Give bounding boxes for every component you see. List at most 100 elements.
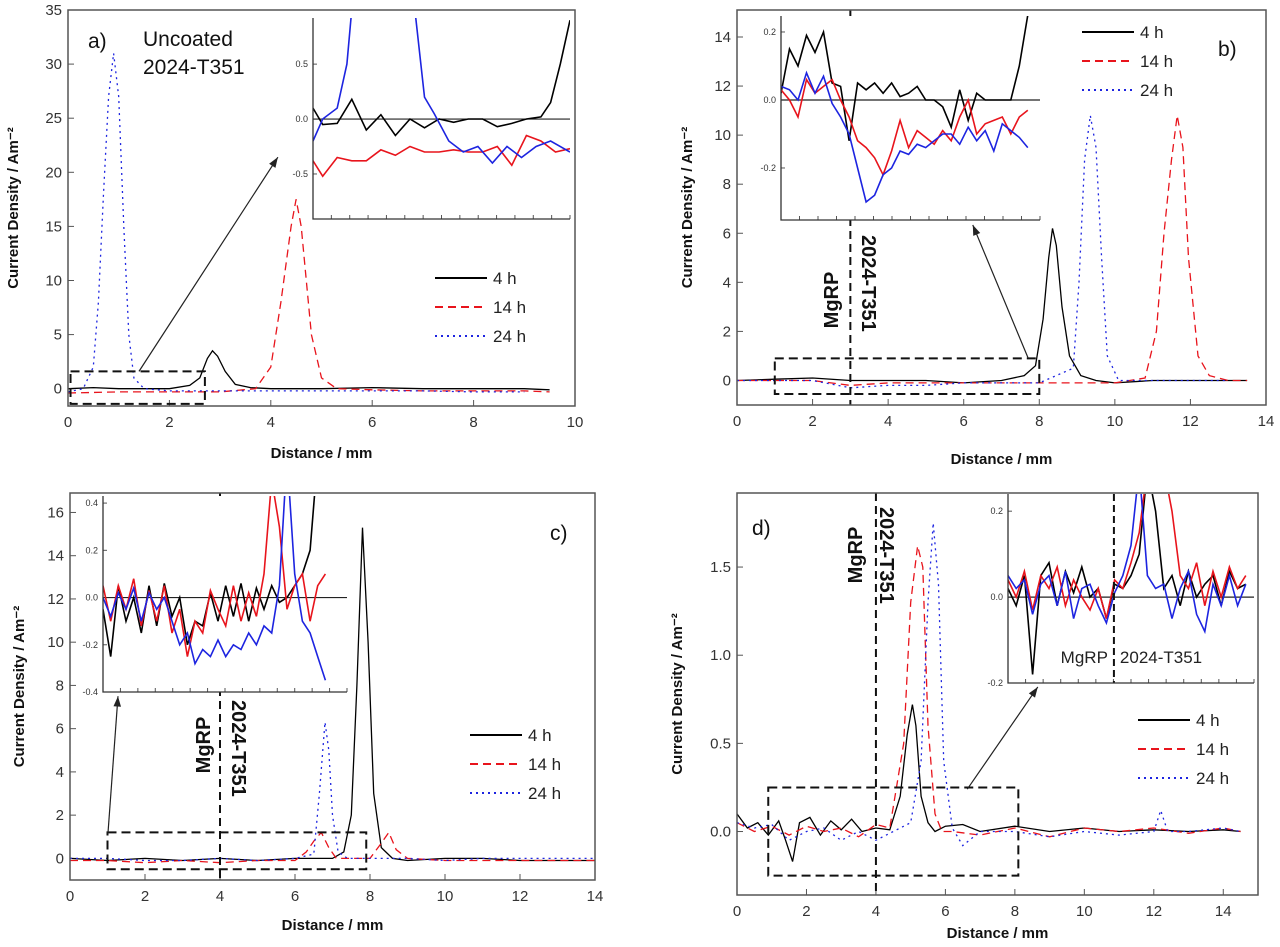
zoom-arrow [972,224,1029,358]
inset-y-tick-label: -0.2 [760,163,776,173]
x-tick-label: 6 [960,413,968,430]
y-tick-label: 35 [45,2,62,19]
x-tick-label: 2 [802,903,810,920]
y-axis-label: Current Density / Am⁻² [5,127,22,289]
series-line-14h [737,545,1241,838]
y-tick-label: 0.5 [710,735,731,752]
y-tick-label: 12 [714,78,731,95]
inset-y-tick-label: -0.5 [292,169,308,179]
legend-label: 24 h [1140,81,1173,100]
legend-label: 4 h [1140,23,1164,42]
legend-label: 14 h [1140,52,1173,71]
inset: -0.5 0.0 0.5 [292,18,571,220]
x-tick-label: 12 [512,888,529,905]
y-tick-label: 1.0 [710,647,731,664]
y-tick-label: 2 [723,323,731,340]
legend: 4 h 14 h 24 h [470,726,561,803]
mgrp-label: MgRP [193,717,215,774]
series-line-24h [781,70,1029,204]
inset-background [781,16,1040,220]
panel-a: 0 2 4 6 8 10 0 5 10 15 20 25 30 35 Distance / mm Curren… [5,2,583,462]
series-line-24h [68,53,525,393]
panel-label: d) [752,517,771,540]
x-tick-label: 8 [1011,903,1019,920]
series-group [70,527,595,864]
legend-label: 24 h [493,327,526,346]
x-tick-label: 2 [808,413,816,430]
series-line-14h [1008,494,1247,619]
series-line-14h [781,77,1029,177]
y-tick-label: 25 [45,110,62,127]
plot-frame [736,492,1259,896]
inset-y-tick-label: 0.2 [763,27,776,37]
x-axis-label: Distance / mm [951,451,1053,468]
x-tick-label: 14 [587,888,604,905]
series-line-14h [737,115,1248,387]
x-tick-label: 10 [567,414,584,431]
x-tick-label: 10 [1107,413,1124,430]
x-tick-label: 8 [469,414,477,431]
series-line-24h [103,496,327,681]
inset-axes [780,16,1040,221]
inset-y-tick-label: 0.0 [763,95,776,105]
y-tick-label: 0 [56,850,64,867]
y-axis-label: Current Density / Am⁻² [679,127,696,289]
inset-series-group [781,16,1040,204]
y-axis-label: Current Density / Am⁻² [669,613,686,775]
inset-y-tick-label: 0.2 [990,506,1003,516]
inset-y-tick-label: -0.2 [987,678,1003,688]
series-group [68,53,550,394]
zoom-box [106,831,368,871]
inset-axes [1007,494,1254,684]
y-tick-label: 16 [47,504,64,521]
zoom-box [773,357,1041,395]
x-tick-label: 4 [267,414,275,431]
inset-series-group [1008,494,1254,675]
plot-frame [67,9,576,407]
y-tick-label: 10 [45,272,62,289]
series-line-4h [781,16,1029,141]
inset-y-tick-label: 0.0 [85,593,98,603]
inset-y-tick-label: 0.2 [85,545,98,555]
x-axis-label: Distance / mm [282,917,384,934]
x-tick-label: 4 [872,903,880,920]
panel-b: 0 2 4 6 8 10 12 14 0 2 4 6 8 10 12 14 Distance / mm Curre… [679,9,1274,468]
y-tick-label: 10 [47,634,64,651]
inset-background [103,496,347,692]
y-tick-label: 14 [47,548,64,565]
inset-y-tick-label: -0.4 [82,687,98,697]
inset-y-tick-label: 0.0 [295,114,308,124]
y-tick-label: 0 [54,381,62,398]
x-tick-label: 0 [733,413,741,430]
inset-y-tick-label: 0.4 [85,498,98,508]
legend-label: 4 h [528,726,552,745]
y-tick-label: 6 [56,721,64,738]
legend-label: 4 h [1196,711,1220,730]
series-line-24h [737,115,1229,389]
inset: -0.2 0.0 0.2 MgRP 2024-T351 [987,494,1255,688]
x-tick-label: 4 [884,413,892,430]
inset: -0.4 -0.2 0.0 0.2 0.4 [82,496,348,697]
x-tick-label: 4 [216,888,224,905]
y-tick-label: 20 [45,164,62,181]
y-axis-label: Current Density / Am⁻² [11,606,28,768]
x-axis-label: Distance / mm [271,445,373,462]
series-line-14h [68,199,550,394]
inset-y-tick-label: 0.0 [990,592,1003,602]
plot-frame [736,9,1267,406]
series-line-24h [1008,494,1247,635]
arrow-head [972,224,981,236]
y-tick-label: 30 [45,56,62,73]
series-line-24h [313,18,570,165]
y-tick-label: 4 [56,764,64,781]
zoom-arrow [138,156,279,372]
alloy-label: 2024-T351 [227,700,249,797]
x-tick-label: 12 [1145,903,1162,920]
inset-y-tick-label: -0.2 [82,640,98,650]
y-tick-label: 8 [56,677,64,694]
y-tick-label: 0 [723,372,731,389]
inset-alloy-label: 2024-T351 [1120,648,1202,667]
zoom-arrow [966,686,1039,790]
inset-axes [102,496,347,693]
